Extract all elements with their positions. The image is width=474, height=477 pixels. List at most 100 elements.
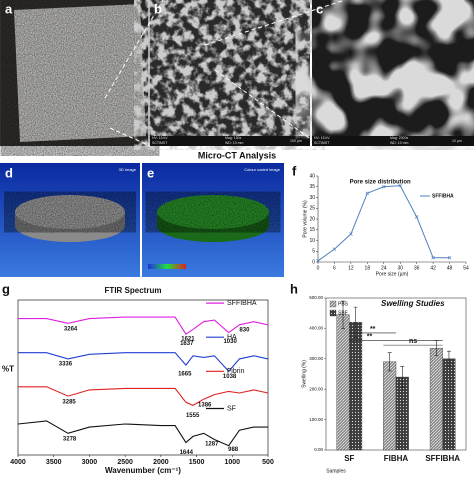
- y-tick-label: 15: [309, 227, 315, 233]
- ct-caption: Colour coded image: [244, 167, 281, 172]
- y-tick-label: 20: [309, 216, 315, 222]
- sem-infobar: [312, 136, 474, 146]
- x-tick-label: 1500: [189, 459, 205, 466]
- sem-texture: [312, 0, 474, 136]
- peak-label: 1644: [180, 450, 194, 456]
- panel-label: g: [2, 281, 10, 296]
- x-tick-label: 3500: [46, 459, 62, 466]
- sem-scale: 100 µm: [290, 139, 302, 143]
- y-tick-label: 0: [312, 259, 315, 265]
- x-tick-label: 18: [365, 265, 371, 271]
- peak-label: 1665: [178, 371, 192, 377]
- x-tick-label: 54: [463, 265, 469, 271]
- series-line: [317, 185, 450, 262]
- sem-info-text: WD: 10 mm: [390, 141, 409, 145]
- color-bar: [148, 264, 186, 269]
- y-tick-label: 10: [309, 238, 315, 244]
- point: [365, 191, 370, 195]
- panel-label: e: [147, 165, 154, 180]
- x-tick-label: SFFIBHA: [425, 454, 460, 463]
- chart-title: Pore size distribution: [350, 180, 411, 186]
- x-tick-label: 48: [447, 265, 453, 271]
- y-tick-label: 300.00: [309, 356, 323, 361]
- y-tick-label: 40: [309, 173, 315, 179]
- legend-label: PBS: [338, 301, 349, 307]
- error-bar: [446, 350, 451, 367]
- x-tick-label: SF: [344, 454, 354, 463]
- peak-label: 988: [228, 447, 239, 453]
- spectrum-line: [18, 316, 269, 335]
- y-tick-label: 500.00: [309, 295, 323, 300]
- plot-frame: [17, 299, 269, 456]
- y-tick-label: 400.00: [309, 326, 323, 331]
- legend-label: SFFIBHA: [227, 300, 257, 307]
- x-tick-label: 2500: [117, 459, 133, 466]
- legend-label: SF: [227, 405, 236, 412]
- bar: [429, 347, 443, 451]
- peak-label: 1555: [186, 413, 200, 419]
- sem-info-text: Mag: 150x: [225, 136, 242, 140]
- point: [332, 247, 337, 251]
- y-axis-label: Pore volume (%): [302, 200, 308, 238]
- sem-info-text: HV: 15 kV: [314, 136, 330, 140]
- legend-label: SFFIBHA: [432, 193, 454, 199]
- point: [316, 259, 320, 263]
- panel-label: h: [290, 281, 298, 296]
- x-tick-label: 4000: [10, 459, 26, 466]
- panel-label: c: [316, 1, 323, 16]
- peak-label: 1287: [205, 442, 219, 448]
- y-tick-label: 5: [312, 249, 315, 255]
- point: [447, 255, 452, 260]
- spectrum-line: [18, 352, 269, 373]
- y-axis-label: %T: [2, 365, 14, 374]
- legend-label: Fibrin: [227, 368, 245, 375]
- y-tick-label: 30: [309, 195, 315, 201]
- error-bar: [400, 366, 405, 388]
- peak-label: 3285: [62, 399, 76, 405]
- peak-label: 830: [239, 327, 250, 333]
- spectrum-line: [17, 420, 268, 447]
- point: [349, 232, 353, 236]
- peak-label: 1038: [223, 374, 237, 380]
- x-tick-label: 0: [317, 265, 320, 271]
- legend-swatch: [329, 300, 337, 308]
- legend-label: HA: [227, 334, 237, 341]
- significance-label: ns: [409, 338, 417, 345]
- bar: [383, 361, 397, 451]
- x-axis-label: Samples: [326, 468, 346, 474]
- error-bar: [353, 306, 358, 338]
- x-tick-label: 6: [333, 265, 336, 271]
- x-tick-label: 500: [262, 459, 274, 466]
- x-tick-label: FIBHA: [384, 454, 409, 463]
- section-title: Micro-CT Analysis: [198, 150, 276, 160]
- y-tick-label: 25: [309, 206, 315, 212]
- y-axis-label: Swelling (%): [301, 360, 307, 388]
- y-tick-label: 35: [309, 184, 315, 190]
- error-bar: [387, 352, 392, 372]
- x-axis-label: Pore size (µm): [376, 271, 409, 277]
- peak-label: 3336: [59, 362, 73, 368]
- ct-disc-texture: [15, 195, 125, 229]
- chart-title: Swelling Studies: [381, 299, 445, 308]
- significance-label: **: [367, 333, 373, 340]
- sem-scale: 10 µm: [452, 139, 462, 143]
- y-tick-label: 100.00: [309, 417, 323, 422]
- zoom-lines: [104, 0, 346, 147]
- peak-label: 3264: [64, 326, 78, 332]
- x-tick-label: 1000: [224, 459, 240, 466]
- y-tick-label: 0.00: [314, 447, 323, 452]
- sem-info-text: Mag: 2000x: [390, 136, 409, 140]
- sem-info-text: SCTIMST: [152, 141, 168, 145]
- peak-label: 1030: [223, 339, 237, 345]
- peak-label: 1637: [180, 341, 194, 347]
- sem-info-text: SCTIMST: [314, 141, 330, 145]
- x-tick-label: 36: [414, 265, 420, 271]
- y-tick-label: 200.00: [309, 386, 323, 391]
- error-bar: [341, 300, 346, 329]
- scaffold-texture: [14, 4, 146, 142]
- sem-infobar: [150, 136, 310, 146]
- x-tick-label: 30: [397, 265, 403, 271]
- point: [382, 185, 386, 189]
- peak-label: 1386: [198, 402, 212, 408]
- panel-label: d: [5, 165, 13, 180]
